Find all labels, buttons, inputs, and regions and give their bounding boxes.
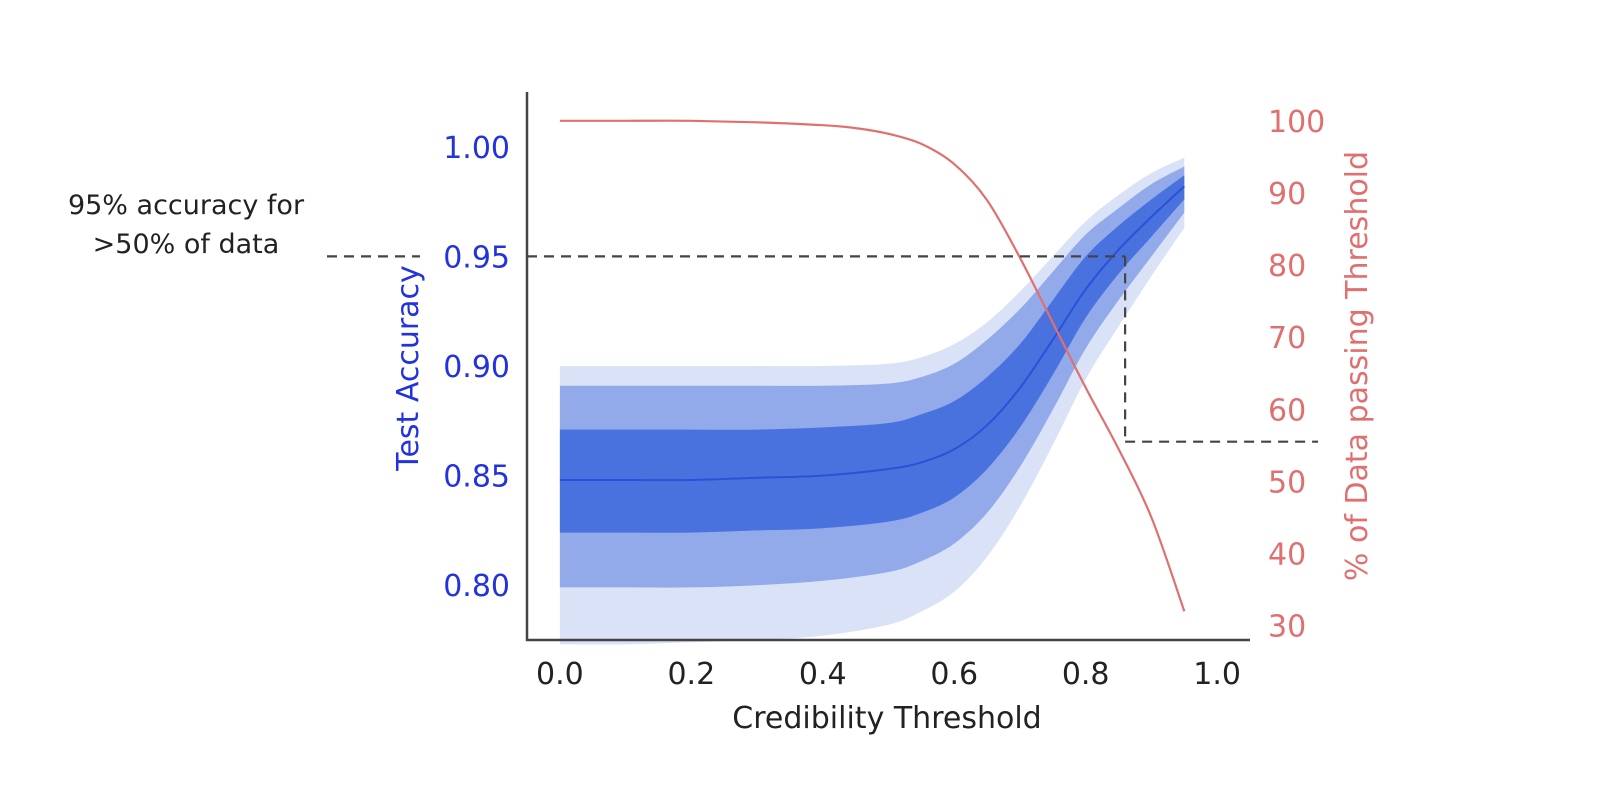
tick-labels: 0.0 0.2 0.4 0.6 0.8 1.0 0.80 0.85 0.90 0.95 1.00 30… [443,105,1325,692]
x-tick-label: 0.4 [799,657,847,692]
y-right-tick-label: 50 [1268,465,1306,500]
band-inner [559,175,1185,533]
series-lines [559,119,1186,612]
y-left-tick-label: 1.00 [443,131,510,166]
y-left-tick-label: 0.85 [443,460,510,495]
y-right-tick-label: 70 [1268,321,1306,356]
accuracy-mean-line [559,185,1185,482]
y-left-tick-label: 0.90 [443,350,510,385]
x-tick-label: 0.0 [536,657,584,692]
y-right-tick-label: 60 [1268,393,1306,428]
x-tick-label: 0.6 [930,657,978,692]
x-tick-label: 0.2 [667,657,715,692]
annotation-line-2: >50% of data [93,229,280,260]
y-axis-left-label: Test Accuracy [391,265,426,472]
axes [525,92,1250,642]
annotation-line-1: 95% accuracy for [68,190,305,221]
x-axis-label: Credibility Threshold [732,701,1041,736]
y-left-tick-label: 0.95 [443,240,510,275]
confidence-bands [559,157,1185,645]
y-right-tick-label: 30 [1268,610,1306,645]
x-tick-label: 0.8 [1062,657,1110,692]
reference-lines [327,255,1318,443]
y-axis-right-label: % of Data passing Threshold [1340,151,1375,581]
y-right-tick-label: 80 [1268,249,1306,284]
data-passing-line [559,119,1186,612]
x-tick-label: 1.0 [1193,657,1241,692]
y-right-tick-label: 90 [1268,177,1306,212]
y-left-tick-label: 0.80 [443,569,510,604]
y-right-tick-label: 40 [1268,537,1306,572]
y-right-tick-label: 100 [1268,105,1325,140]
